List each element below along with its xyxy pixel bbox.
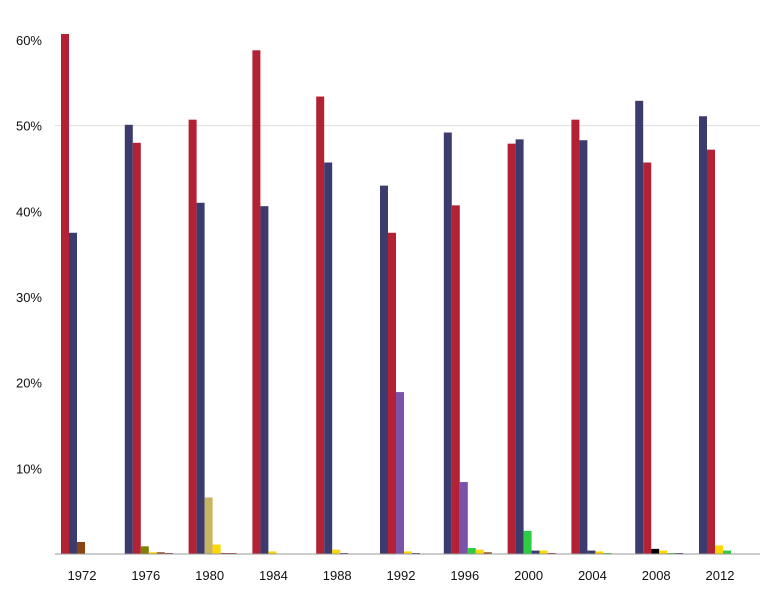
bar xyxy=(316,96,325,554)
bar xyxy=(483,552,492,554)
x-tick-label: 1972 xyxy=(68,568,97,583)
bar xyxy=(404,551,412,554)
bar xyxy=(699,116,707,554)
bar xyxy=(451,205,460,554)
y-axis-tick-labels: 10% 20% 30% 40% 50% 60% xyxy=(16,33,42,476)
bar xyxy=(635,100,644,554)
bar xyxy=(475,549,484,554)
bar xyxy=(140,546,149,554)
bar xyxy=(571,119,580,555)
bar-group-1972 xyxy=(61,34,85,554)
bar xyxy=(515,139,524,554)
bar xyxy=(659,550,668,554)
bar xyxy=(531,550,540,554)
bar-group-1976 xyxy=(124,124,173,555)
y-tick-label: 50% xyxy=(16,119,42,134)
x-tick-label: 1996 xyxy=(450,568,479,583)
bar xyxy=(595,551,604,554)
bar xyxy=(587,550,596,554)
bar xyxy=(380,185,388,554)
bar xyxy=(188,119,197,555)
x-tick-label: 1984 xyxy=(259,568,288,583)
bar xyxy=(212,544,221,554)
bar xyxy=(204,497,213,554)
y-tick-label: 30% xyxy=(16,290,42,305)
bar xyxy=(61,34,69,554)
x-tick-label: 1980 xyxy=(195,568,224,583)
bar-group-1992 xyxy=(380,185,420,554)
bar xyxy=(651,548,660,554)
bar xyxy=(324,162,333,554)
x-tick-label: 2008 xyxy=(642,568,671,583)
bar xyxy=(539,550,548,554)
bar-group-1984 xyxy=(252,50,277,554)
bar xyxy=(467,548,476,554)
bar xyxy=(388,232,396,554)
bar xyxy=(707,149,715,555)
bar xyxy=(523,530,532,554)
x-tick-label: 1988 xyxy=(323,568,352,583)
bar-group-1996 xyxy=(443,132,492,554)
x-tick-label: 1976 xyxy=(131,568,160,583)
bar-group-1988 xyxy=(316,96,349,554)
bar xyxy=(443,132,452,554)
x-tick-label: 2004 xyxy=(578,568,607,583)
x-axis-tick-labels: 1972 1976 1980 1984 1988 1992 1996 2000 2004 2008… xyxy=(68,568,735,583)
y-tick-label: 40% xyxy=(16,204,42,219)
bar xyxy=(643,162,652,554)
bar xyxy=(124,124,133,554)
bar xyxy=(77,542,85,554)
bar xyxy=(723,550,731,554)
bar-group-2008 xyxy=(635,100,684,554)
y-tick-label: 20% xyxy=(16,376,42,391)
bars xyxy=(61,34,731,555)
bar xyxy=(156,552,165,554)
bar xyxy=(579,140,588,555)
bar xyxy=(196,202,205,554)
bar xyxy=(332,549,341,554)
bar-group-1980 xyxy=(188,119,237,555)
y-tick-label: 60% xyxy=(16,33,42,48)
bar xyxy=(260,206,269,554)
bar xyxy=(396,392,404,554)
bar-group-2012 xyxy=(699,116,731,555)
bar xyxy=(252,50,261,554)
bar-group-2004 xyxy=(571,119,612,555)
x-tick-label: 1992 xyxy=(387,568,416,583)
x-tick-label: 2000 xyxy=(514,568,543,583)
bar-group-2000 xyxy=(507,139,556,554)
x-tick-label: 2012 xyxy=(706,568,735,583)
bar xyxy=(69,232,77,554)
bar xyxy=(715,545,723,554)
bar xyxy=(268,551,277,554)
bar xyxy=(459,482,468,554)
y-tick-label: 10% xyxy=(16,461,42,476)
bar xyxy=(148,552,157,554)
bar xyxy=(507,143,516,554)
bar xyxy=(132,142,141,555)
